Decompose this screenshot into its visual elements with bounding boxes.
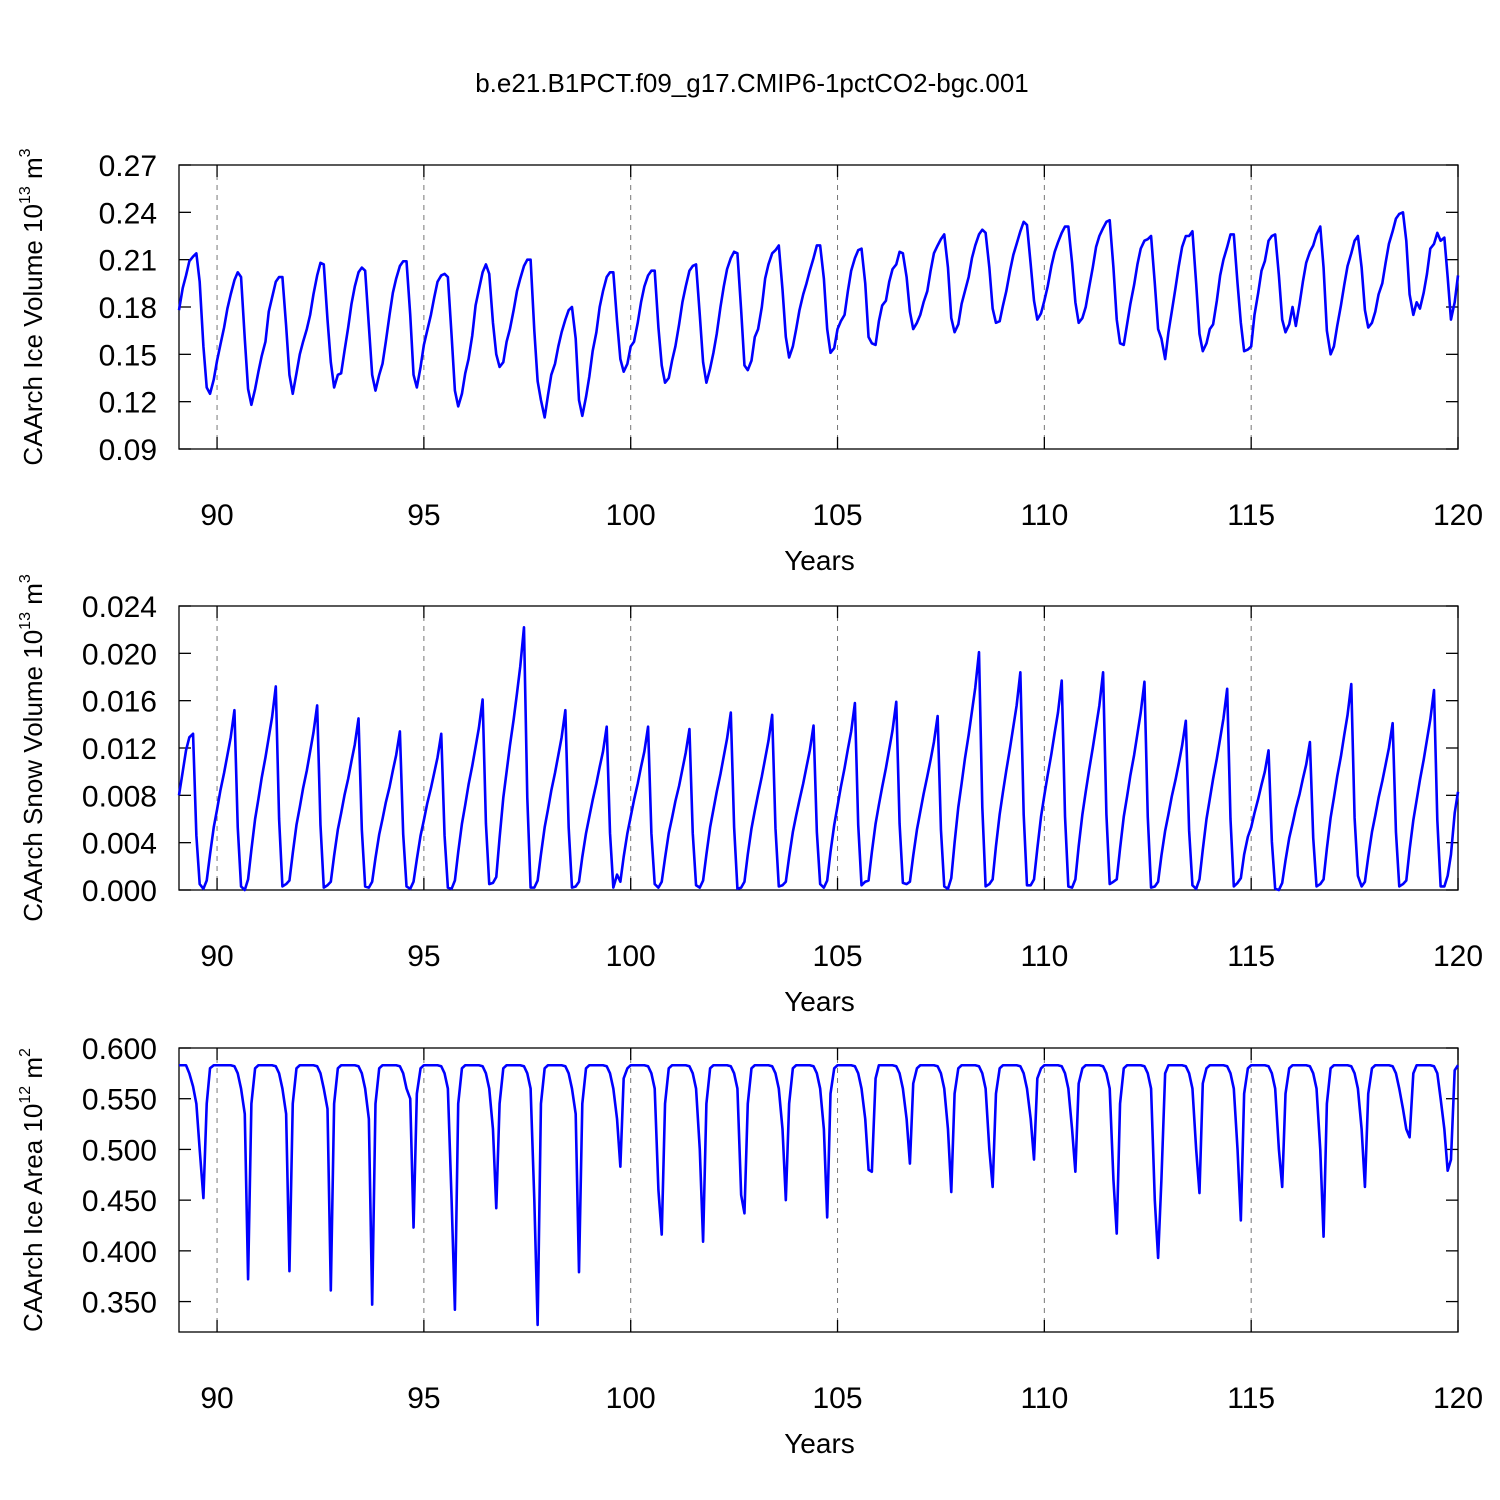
y-tick-label: 0.18 (99, 292, 157, 325)
y-axis-label-exponent: 2 (17, 1048, 34, 1057)
x-tick-label: 95 (407, 499, 440, 532)
x-tick-label: 115 (1227, 1382, 1275, 1415)
x-tick-label: 105 (812, 499, 862, 532)
y-tick-label: 0.12 (99, 387, 157, 420)
x-tick-label: 110 (1020, 940, 1068, 973)
x-tick-label: 105 (812, 1382, 862, 1415)
y-tick-label: 0.600 (82, 1033, 157, 1066)
y-axis-label-exponent: 3 (17, 148, 34, 157)
x-axis-label: Years (784, 1428, 855, 1459)
x-tick-label: 115 (1227, 499, 1275, 532)
x-tick-label: 90 (200, 940, 233, 973)
x-tick-label: 110 (1020, 499, 1068, 532)
y-axis-label-part: m (18, 583, 48, 612)
plot-frame (178, 1047, 1459, 1333)
x-tick-label: 90 (200, 499, 233, 532)
figure-title: b.e21.B1PCT.f09_g17.CMIP6-1pctCO2-bgc.00… (475, 68, 1029, 98)
x-axis-label: Years (784, 545, 855, 576)
y-axis-label-exponent: 3 (17, 574, 34, 583)
x-tick-label: 120 (1433, 940, 1483, 973)
y-tick-label: 0.004 (82, 828, 157, 861)
y-tick-label: 0.550 (82, 1084, 157, 1117)
y-tick-label: 0.024 (82, 591, 157, 624)
y-tick-label: 0.15 (99, 339, 157, 372)
plot-frame (178, 605, 1459, 891)
y-axis-label-part: m (18, 1057, 48, 1086)
y-tick-label: 0.350 (82, 1287, 157, 1320)
y-tick-label: 0.012 (82, 733, 157, 766)
y-axis-label-exponent: 13 (17, 186, 34, 204)
y-axis-label-part: m (18, 157, 48, 186)
y-tick-label: 0.450 (82, 1185, 157, 1218)
x-tick-label: 105 (812, 940, 862, 973)
x-tick-label: 100 (606, 940, 656, 973)
y-tick-label: 0.400 (82, 1236, 157, 1269)
x-tick-label: 120 (1433, 1382, 1483, 1415)
y-tick-label: 0.016 (82, 686, 157, 719)
y-tick-label: 0.008 (82, 780, 157, 813)
x-tick-label: 100 (606, 1382, 656, 1415)
y-tick-label: 0.020 (82, 638, 157, 671)
y-tick-label: 0.500 (82, 1134, 157, 1167)
y-axis-label: CAArch Snow Volume 1013 m3 (17, 574, 48, 922)
y-axis-label-part: CAArch Snow Volume 10 (18, 630, 48, 922)
y-tick-label: 0.24 (99, 197, 157, 230)
data-line (179, 1063, 1460, 1327)
y-tick-label: 0.09 (99, 434, 157, 467)
y-axis-label-exponent: 12 (17, 1086, 34, 1104)
plot-frame (178, 164, 1459, 450)
data-line (177, 211, 1460, 419)
x-tick-label: 110 (1020, 1382, 1068, 1415)
x-tick-label: 95 (407, 940, 440, 973)
y-tick-label: 0.27 (99, 150, 157, 183)
x-tick-label: 90 (200, 1382, 233, 1415)
x-tick-label: 100 (606, 499, 656, 532)
y-axis-label: CAArch Ice Volume 1013 m3 (17, 148, 48, 465)
data-line (177, 626, 1460, 892)
y-axis-label-part: CAArch Ice Area 10 (18, 1104, 48, 1332)
x-tick-label: 115 (1227, 940, 1275, 973)
x-tick-label: 95 (407, 1382, 440, 1415)
x-axis-label: Years (784, 986, 855, 1017)
y-axis-label: CAArch Ice Area 1012 m2 (17, 1048, 48, 1332)
y-tick-label: 0.000 (82, 875, 157, 908)
y-axis-label-part: CAArch Ice Volume 10 (18, 204, 48, 466)
x-tick-label: 120 (1433, 499, 1483, 532)
y-axis-label-exponent: 13 (17, 612, 34, 630)
y-tick-label: 0.21 (99, 245, 157, 278)
